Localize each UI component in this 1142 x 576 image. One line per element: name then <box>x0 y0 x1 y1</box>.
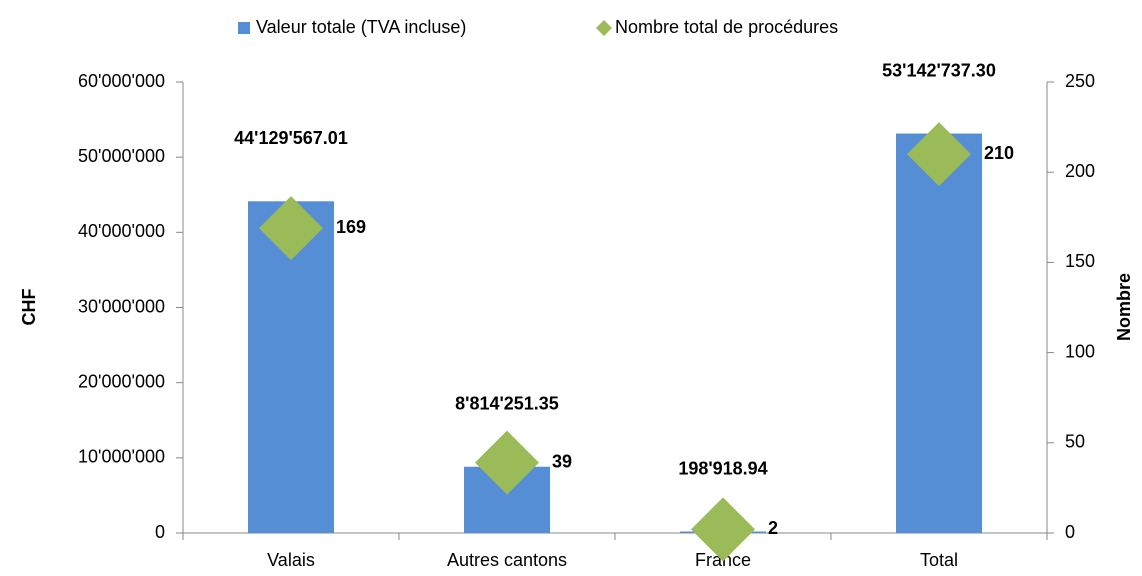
x-tick-label: Total <box>920 550 958 570</box>
bar-value-label: 44'129'567.01 <box>234 128 348 148</box>
marker-value-label: 210 <box>984 143 1014 163</box>
y-tick-label: 40'000'000 <box>78 221 165 241</box>
bar-value-label: 8'814'251.35 <box>455 393 559 413</box>
y-axis-label: CHF <box>19 289 39 326</box>
y2-tick-label: 100 <box>1065 341 1095 361</box>
y2-tick-label: 50 <box>1065 432 1085 452</box>
diamond-marker <box>691 497 755 562</box>
y-tick-label: 60'000'000 <box>78 71 165 91</box>
y2-tick-label: 0 <box>1065 522 1075 542</box>
y-tick-label: 10'000'000 <box>78 447 165 467</box>
y2-tick-label: 200 <box>1065 161 1095 181</box>
x-tick-label: Valais <box>267 550 315 570</box>
diamond-marker <box>907 122 971 187</box>
legend-swatch <box>596 20 612 36</box>
legend-label: Nombre total de procédures <box>615 17 838 37</box>
x-tick-label: Autres cantons <box>447 550 567 570</box>
y-tick-label: 50'000'000 <box>78 146 165 166</box>
y-tick-label: 0 <box>155 522 165 542</box>
bar-value-label: 198'918.94 <box>678 458 767 478</box>
legend-label: Valeur totale (TVA incluse) <box>256 17 466 37</box>
marker-value-label: 39 <box>552 451 572 471</box>
marker-value-label: 2 <box>768 518 778 538</box>
y-tick-label: 30'000'000 <box>78 296 165 316</box>
y2-tick-label: 150 <box>1065 251 1095 271</box>
legend-swatch <box>238 22 250 34</box>
marker-value-label: 169 <box>336 217 366 237</box>
y-tick-label: 20'000'000 <box>78 371 165 391</box>
bar-value-label: 53'142'737.30 <box>882 60 996 80</box>
diamond-marker <box>475 430 539 495</box>
y2-tick-label: 250 <box>1065 71 1095 91</box>
diamond-marker <box>259 196 323 261</box>
y2-axis-label: Nombre <box>1114 273 1134 341</box>
bar <box>896 133 982 533</box>
